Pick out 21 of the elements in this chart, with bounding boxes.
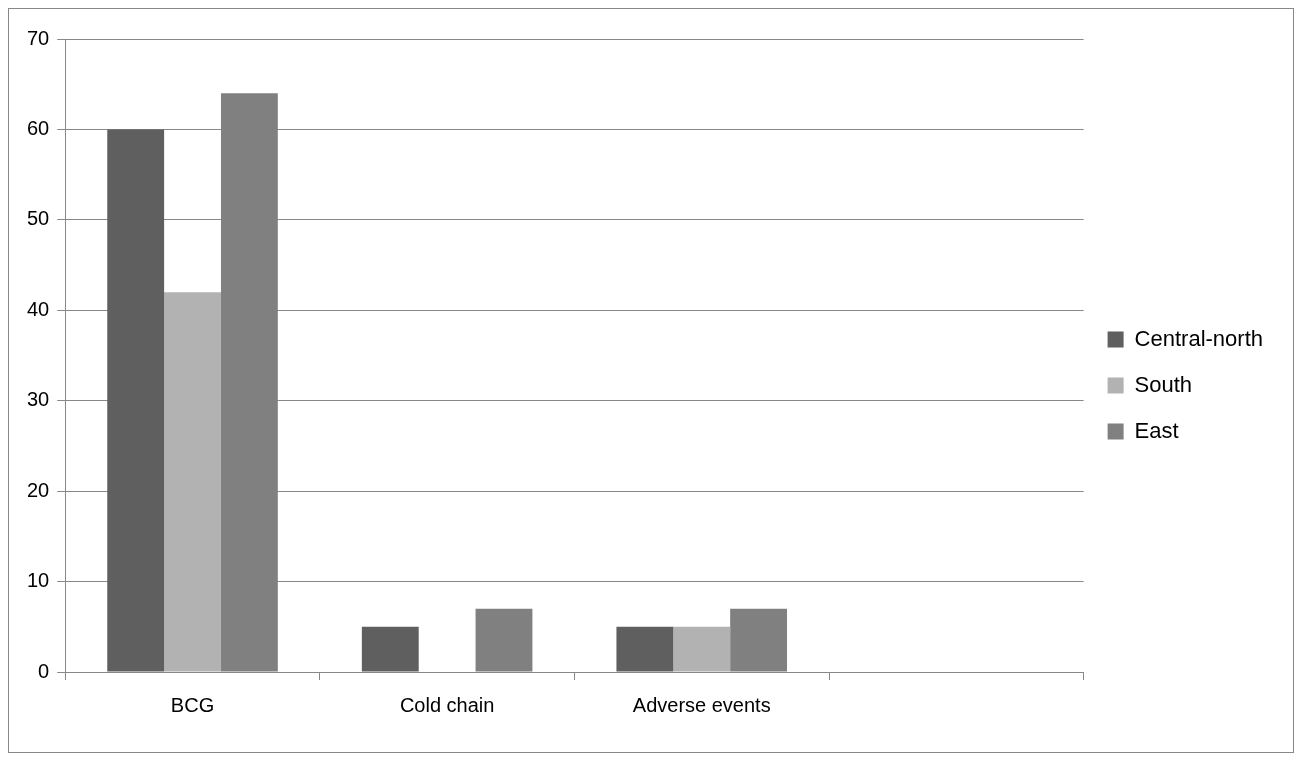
bar — [730, 608, 788, 672]
y-tick-label: 50 — [27, 207, 50, 230]
legend-label: South — [1134, 371, 1193, 397]
bar — [361, 626, 419, 672]
bar — [673, 626, 731, 672]
y-tick-label: 0 — [38, 659, 50, 682]
y-tick-label: 30 — [27, 388, 50, 411]
x-tick-label: Adverse events — [632, 693, 771, 716]
legend-label: East — [1134, 417, 1179, 443]
x-tick-label: Cold chain — [399, 693, 495, 716]
bar — [616, 626, 674, 672]
bar — [107, 129, 165, 672]
y-tick-label: 20 — [27, 478, 50, 501]
bar — [164, 292, 221, 672]
bar — [475, 608, 533, 672]
y-tick-label: 40 — [27, 297, 50, 320]
y-tick-label: 60 — [27, 116, 50, 139]
y-tick-label: 10 — [27, 569, 50, 592]
x-tick-label: BCG — [170, 693, 215, 716]
y-tick-label: 70 — [27, 26, 50, 49]
legend-label: Central-north — [1134, 325, 1263, 351]
